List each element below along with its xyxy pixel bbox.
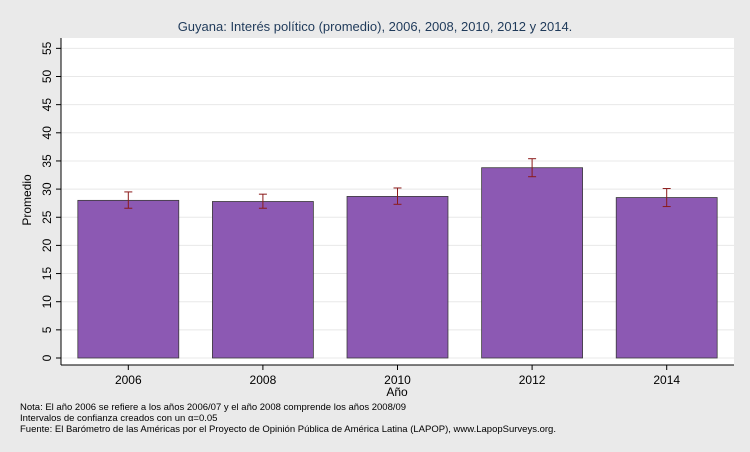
y-tick-label: 40	[40, 126, 54, 140]
error-bars-group	[124, 158, 671, 209]
y-tick-label: 55	[40, 41, 54, 55]
y-tick-label: 20	[40, 238, 54, 252]
x-tick-label: 2006	[115, 373, 142, 387]
x-tick-label: 2010	[384, 373, 411, 387]
y-tick-label: 35	[40, 154, 54, 168]
x-tick-label: 2012	[519, 373, 546, 387]
note-line-3: Fuente: El Barómetro de las Américas por…	[20, 424, 556, 435]
bar-2014	[615, 197, 718, 359]
y-tick-label: 10	[40, 295, 54, 309]
bars-group	[77, 167, 718, 359]
x-axis-title: Año	[386, 385, 408, 399]
x-axis: 2006 2008 2010 2012 2014	[61, 364, 734, 387]
y-tick-label: 0	[40, 354, 54, 361]
bar-2010	[346, 196, 449, 359]
y-tick-label: 5	[40, 326, 54, 333]
note-line-1: Nota: El año 2006 se refiere a los años …	[20, 402, 407, 413]
y-axis-title: Promedio	[20, 174, 34, 226]
x-tick-label: 2014	[653, 373, 680, 387]
y-tick-label: 15	[40, 267, 54, 281]
bar-2006	[77, 199, 180, 359]
bar-2012	[481, 167, 583, 359]
y-tick-label: 50	[40, 70, 54, 84]
x-tick-label: 2008	[250, 373, 277, 387]
y-tick-label: 30	[40, 182, 54, 196]
note-line-2: Intervalos de confianza creados con un α…	[20, 413, 218, 424]
y-tick-label: 45	[40, 98, 54, 112]
y-axis: 0 5 10 15 20 25 30 35 40 45 50 55	[40, 38, 62, 365]
y-tick-label: 25	[40, 210, 54, 224]
chart-title: Guyana: Interés político (promedio), 200…	[178, 19, 573, 34]
bar-2008	[212, 201, 314, 359]
